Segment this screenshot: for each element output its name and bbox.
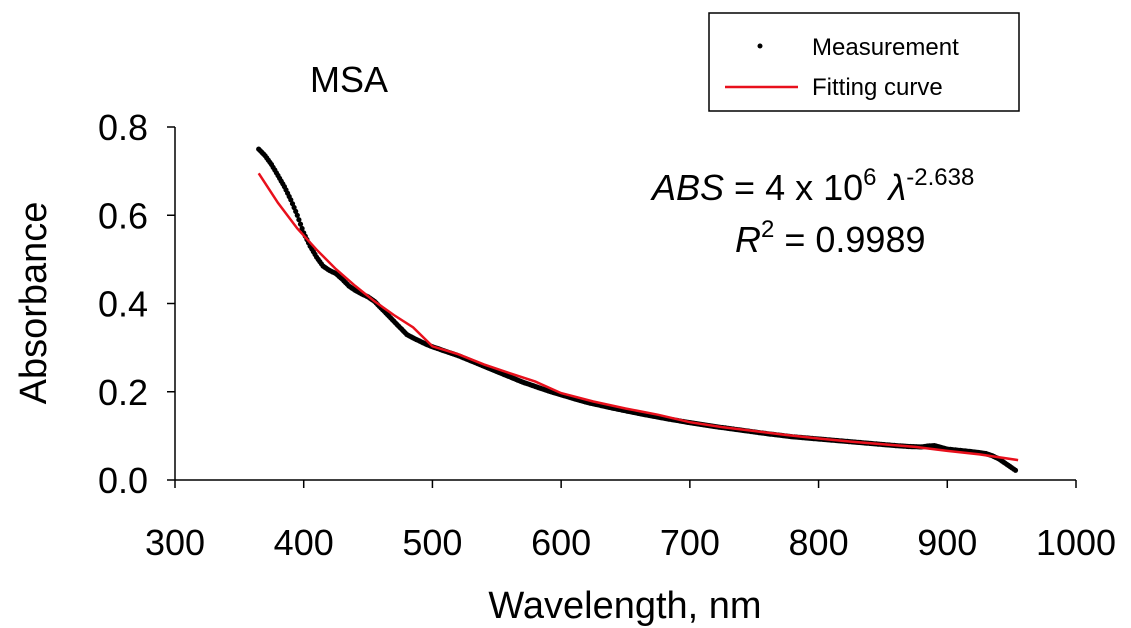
measurement-point [288, 197, 294, 203]
x-tick-label: 800 [789, 522, 849, 563]
y-ticks: 0.0 0.2 0.4 0.6 0.8 [98, 107, 175, 501]
x-tick-label: 900 [917, 522, 977, 563]
r2-var: R [735, 219, 761, 260]
measurement-point [1012, 467, 1019, 473]
x-tick-label: 1000 [1036, 522, 1116, 563]
equation-mid: = 4 x 10 [724, 167, 863, 208]
x-tick-label: 500 [402, 522, 462, 563]
y-tick-label: 0.2 [98, 372, 148, 413]
measurement-point [291, 204, 297, 211]
y-tick-label: 0.8 [98, 107, 148, 148]
x-tick-label: 600 [531, 522, 591, 563]
fitting-curve-line [257, 172, 1019, 462]
equation-exp: 6 [863, 164, 876, 191]
x-tick-label: 700 [660, 522, 720, 563]
measurement-point [294, 212, 300, 218]
equation-lhs: ABS [650, 167, 724, 208]
legend-box [708, 12, 1020, 112]
measurement-point [296, 217, 302, 223]
r2-rest: = 0.9989 [774, 219, 925, 260]
legend: Measurement Fitting curve [708, 12, 1020, 112]
x-axis-title: Wavelength, nm [488, 585, 761, 627]
y-tick-label: 0.6 [98, 195, 148, 236]
legend-measurement-label: Measurement [812, 34, 959, 61]
chart-title: MSA [310, 59, 388, 100]
r2-text: R2 = 0.9989 [735, 216, 926, 260]
y-tick-label: 0.4 [98, 284, 148, 325]
measurement-point [299, 225, 305, 232]
legend-fit-label: Fitting curve [812, 74, 943, 101]
measurement-point [293, 208, 299, 214]
x-tick-label: 300 [145, 522, 205, 563]
measurement-series [256, 146, 1019, 473]
equation-lambda: λ [887, 167, 907, 208]
y-tick-label: 0.0 [98, 460, 148, 501]
x-tick-label: 400 [274, 522, 334, 563]
measurement-point [297, 221, 304, 227]
legend-measurement-marker [757, 43, 763, 49]
r2-exp: 2 [761, 216, 774, 243]
x-ticks: 300 400 500 600 700 800 900 1000 [145, 480, 1116, 563]
equation-exp2: -2.638 [906, 164, 974, 191]
equation-annotation: ABS = 4 x 106 λ-2.638 R2 = 0.9989 [650, 164, 974, 260]
equation-text: ABS = 4 x 106 λ-2.638 [650, 164, 974, 208]
y-axis-title: Absorbance [13, 202, 55, 405]
